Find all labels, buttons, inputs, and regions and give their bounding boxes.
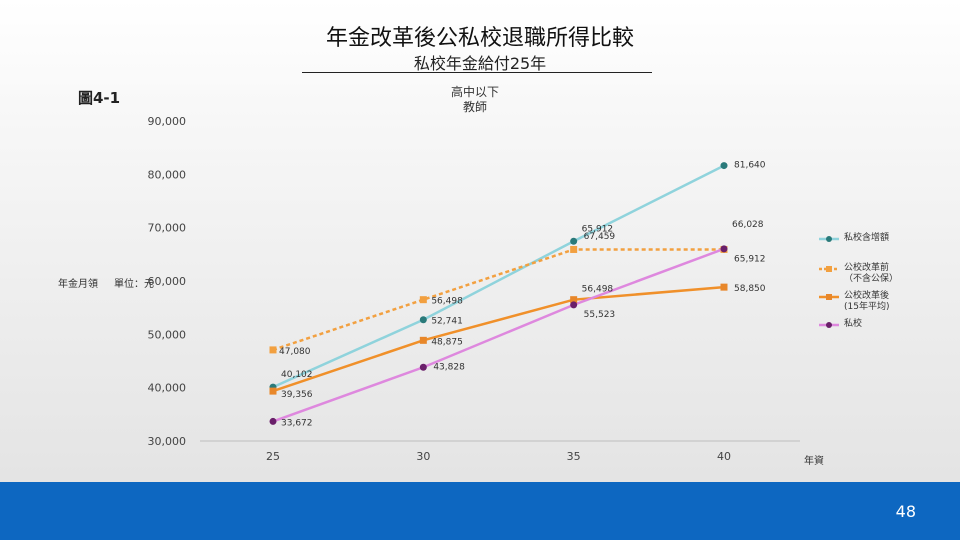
- series-private-marker: [419, 363, 427, 371]
- series-public-post-reform-marker: [419, 336, 427, 344]
- legend-label: 公校改革前 （不含公保）: [844, 263, 899, 284]
- series-private-with-extra-data-label: 40,102: [281, 370, 313, 380]
- series-private-with-extra-data-label: 81,640: [734, 161, 766, 171]
- y-tick-label: 90,000: [148, 115, 187, 128]
- series-public-post-reform-marker: [570, 296, 578, 304]
- y-tick-label: 80,000: [148, 168, 187, 181]
- y-tick-label: 40,000: [148, 382, 187, 395]
- series-private-marker: [269, 417, 277, 425]
- x-tick-label: 35: [567, 450, 581, 463]
- series-public-pre-reform-marker: [419, 296, 427, 304]
- legend-swatch-marker: [826, 322, 832, 328]
- series-public-post-reform-marker: [720, 283, 728, 291]
- series-public-post-reform-data-label: 56,498: [582, 285, 614, 295]
- unit-label: 單位：元: [114, 279, 154, 290]
- legend-label: 私校含增額: [844, 233, 890, 243]
- series-public-post-reform-line: [272, 285, 725, 393]
- series-private-data-label: 55,523: [584, 310, 616, 320]
- legend-swatch: [819, 294, 839, 300]
- series-private-with-extra-line: [272, 164, 725, 389]
- series-public-pre-reform-data-label: 65,912: [582, 224, 614, 234]
- series-public-post-reform-marker: [269, 387, 277, 395]
- series-public-pre-reform-data-label: 47,080: [279, 347, 311, 357]
- series-public-pre-reform-line: [272, 248, 724, 352]
- legend-label: 私校: [844, 319, 863, 329]
- footer-bar: 48: [0, 482, 960, 540]
- y-tick-label: 50,000: [148, 328, 187, 341]
- page-number: 48: [895, 502, 916, 521]
- chart-title: 高中以下 教師: [450, 85, 499, 114]
- legend-label: 公校改革後 (15年平均): [844, 291, 890, 312]
- x-tick-label: 40: [717, 450, 731, 463]
- y-tick-label: 30,000: [148, 435, 187, 448]
- series-private-with-extra-marker: [720, 162, 728, 170]
- page-title: 年金改革後公私校退職所得比較: [325, 26, 634, 51]
- series-public-post-reform-data-label: 48,875: [431, 337, 463, 347]
- series-private-data-label: 66,028: [732, 220, 764, 230]
- figure-label: 圖4-1: [78, 89, 121, 107]
- series-private-marker: [570, 301, 578, 309]
- series-private-with-extra-marker: [419, 316, 427, 324]
- page-subtitle: 私校年金給付25年: [413, 54, 547, 73]
- y-tick-label: 60,000: [148, 275, 187, 288]
- subtitle-rule: [302, 72, 652, 73]
- x-tick-label: 30: [416, 450, 430, 463]
- legend-swatch-marker: [826, 294, 832, 300]
- series-public-pre-reform-marker: [269, 346, 277, 354]
- y-tick-label: 70,000: [148, 222, 187, 235]
- series-public-pre-reform-data-label: 56,498: [431, 297, 463, 307]
- legend-swatch-marker: [826, 236, 832, 242]
- legend-swatch: [819, 322, 839, 328]
- series-private-data-label: 33,672: [281, 418, 313, 428]
- line-chart: 30,000 40,000 50,000 60,000 70,000 80,000 90,0…: [148, 115, 800, 463]
- series-public-post-reform-data-label: 58,850: [734, 284, 766, 294]
- x-tick-label: 25: [266, 450, 280, 463]
- series-private-line: [272, 247, 725, 423]
- series-private-with-extra-data-label: 67,459: [584, 232, 616, 242]
- series-public-post-reform-data-label: 39,356: [281, 390, 313, 400]
- series-private-with-extra-marker: [570, 237, 578, 245]
- x-axis-label: 年資: [804, 456, 824, 467]
- legend-swatch: [819, 236, 839, 242]
- series-private-marker: [720, 245, 728, 253]
- series-private-data-label: 43,828: [433, 362, 465, 372]
- y-axis-label: 年金月領: [58, 279, 98, 290]
- legend-swatch: [819, 266, 839, 272]
- series-public-pre-reform-data-label: 65,912: [734, 254, 766, 264]
- legend-swatch-marker: [826, 266, 832, 272]
- series-public-pre-reform-marker: [570, 245, 578, 253]
- series-private-with-extra-data-label: 52,741: [431, 317, 463, 327]
